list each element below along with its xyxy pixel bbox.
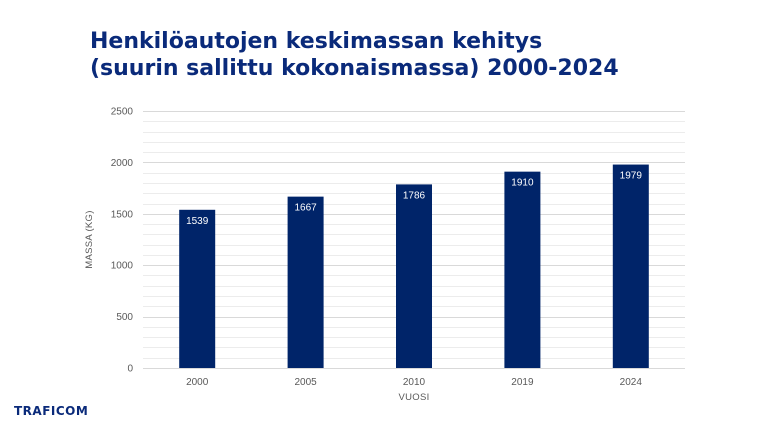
y-tick-label: 1500 [111,209,134,220]
y-tick-label: 0 [127,364,133,375]
x-tick-label: 2019 [511,377,534,388]
y-tick-label: 500 [116,312,133,323]
x-tick-label: 2010 [403,377,426,388]
y-tick-label: 2500 [111,107,134,118]
chart-title: Henkilöautojen keskimassan kehitys (suur… [90,28,619,82]
y-axis-ticks: 0 500 1000 1500 2000 2500 [111,107,134,375]
y-tick-label: 2000 [111,158,134,169]
bar-value-label: 1910 [511,178,534,189]
chart-title-line-1: Henkilöautojen keskimassan kehitys [90,29,543,54]
y-axis-title: MASSA (KG) [84,210,95,268]
chart-title-line-2: (suurin sallittu kokonaismassa) 2000-202… [90,56,619,81]
bar [504,171,541,368]
bar-value-label: 1979 [620,171,643,182]
bar [396,184,432,368]
bar [612,164,649,368]
x-axis-title: VUOSI [398,392,429,403]
x-tick-label: 2024 [620,377,643,388]
bar-value-label: 1786 [403,190,426,201]
x-tick-label: 2000 [186,377,209,388]
bar [179,209,216,368]
bar-value-label: 1539 [186,216,209,227]
data-labels: 1539 1667 1786 1910 1979 [186,171,642,227]
bars [179,164,649,368]
y-tick-label: 1000 [111,261,134,272]
bar-value-label: 1667 [294,203,317,214]
x-axis-ticks: 2000 2005 2010 2019 2024 [186,377,642,388]
x-tick-label: 2005 [294,377,317,388]
traficom-logo: TRAFICOM [14,404,89,418]
bar [287,196,324,368]
